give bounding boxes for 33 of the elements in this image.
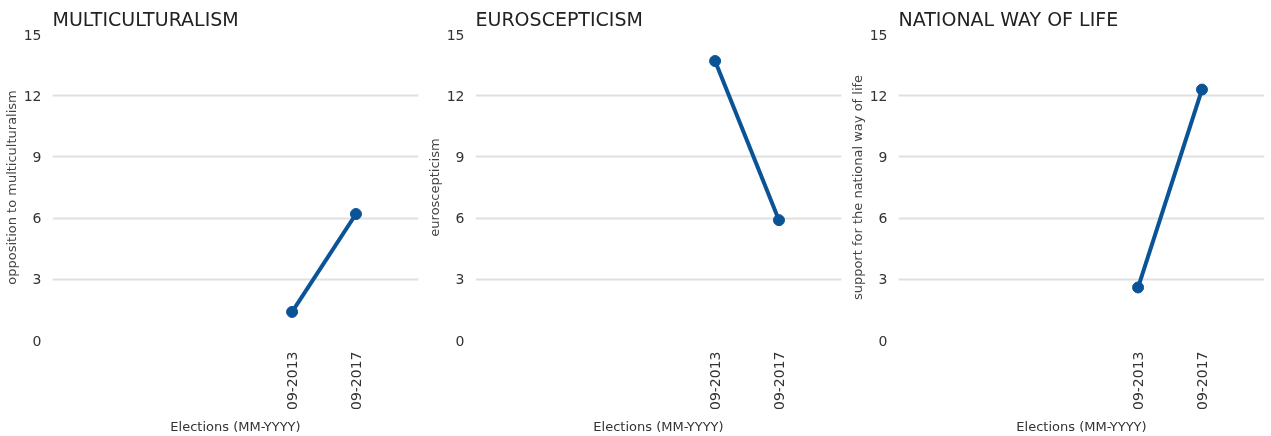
chart-title: NATIONAL WAY OF LIFE [898, 7, 1119, 30]
y-tick-label: 6 [455, 210, 465, 227]
x-tick-label: 09-2013 [707, 351, 724, 410]
y-tick-label: 12 [23, 87, 42, 104]
y-tick-label: 12 [446, 87, 465, 104]
y-tick-label: 15 [23, 26, 42, 43]
y-tick-label: 9 [455, 148, 465, 165]
chart-title: MULTICULTURALISM [52, 7, 239, 30]
y-tick-label: 0 [455, 332, 465, 349]
y-tick-label: 12 [869, 87, 888, 104]
y-tick-label: 9 [32, 148, 42, 165]
y-tick-label: 0 [32, 332, 42, 349]
y-tick-label: 15 [869, 26, 888, 43]
y-tick-label: 3 [32, 271, 42, 288]
y-axis-title: support for the national way of life [849, 74, 865, 301]
x-tick-label: 09-2013 [1130, 351, 1147, 410]
chart-title: EUROSCEPTICISM [475, 7, 643, 30]
y-tick-label: 0 [878, 332, 888, 349]
x-tick-label: 09-2017 [1193, 351, 1210, 410]
y-tick-label: 6 [32, 210, 42, 227]
x-tick-label: 09-2017 [347, 351, 364, 410]
x-axis-title: Elections (MM-YYYY) [170, 419, 301, 434]
y-axis-title: euroscepticism [426, 138, 442, 237]
y-tick-label: 9 [878, 148, 888, 165]
y-tick-label: 15 [446, 26, 465, 43]
y-tick-label: 3 [878, 271, 888, 288]
x-tick-label: 09-2017 [770, 351, 787, 410]
x-axis-title: Elections (MM-YYYY) [1016, 419, 1147, 434]
y-axis-title: opposition to multiculturalism [3, 90, 19, 285]
x-tick-label: 09-2013 [284, 351, 301, 410]
x-axis-title: Elections (MM-YYYY) [593, 419, 724, 434]
y-tick-label: 6 [878, 210, 888, 227]
y-tick-label: 3 [455, 271, 465, 288]
